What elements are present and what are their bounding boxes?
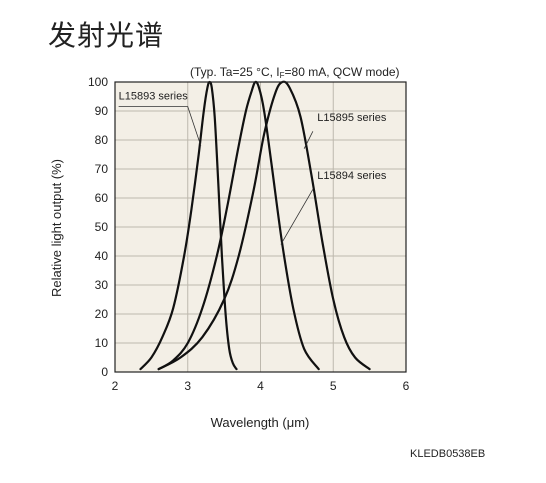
x-tick-label: 4	[257, 379, 264, 393]
x-tick-label: 5	[330, 379, 337, 393]
subtitle-part-2: =80 mA, QCW mode)	[285, 65, 400, 79]
y-tick-label: 40	[95, 249, 109, 263]
l15895-annotation: L15895 series	[317, 112, 387, 124]
y-tick-label: 90	[95, 104, 109, 118]
subtitle-part-1: (Typ. Ta=25 °C, I	[190, 65, 280, 79]
y-tick-label: 0	[101, 365, 108, 379]
y-tick-label: 30	[95, 278, 109, 292]
y-tick-labels: 0 10 20 30 40 50 60 70 80 90 100	[88, 75, 108, 379]
y-tick-label: 20	[95, 307, 109, 321]
chart-subtitle: (Typ. Ta=25 °C, IF=80 mA, QCW mode)	[190, 65, 400, 80]
annotations: L15893 series L15895 series L15894 series	[118, 90, 387, 245]
document-code: KLEDB0538EB	[410, 448, 486, 460]
y-tick-label: 100	[88, 75, 108, 89]
grid	[115, 82, 406, 372]
x-tick-label: 6	[403, 379, 410, 393]
l15894-annotation: L15894 series	[317, 170, 387, 182]
y-tick-label: 50	[95, 220, 109, 234]
x-axis-label: Wavelength (μm)	[211, 415, 310, 430]
y-axis-label: Relative light output (%)	[49, 159, 64, 297]
l15894-annotation-leader	[280, 189, 314, 245]
subtitle-sub: F	[280, 71, 285, 80]
l15893-annotation-leader	[118, 106, 202, 146]
x-tick-label: 3	[184, 379, 191, 393]
y-tick-label: 70	[95, 162, 109, 176]
l15893-annotation: L15893 series	[119, 90, 189, 102]
x-tick-labels: 2 3 4 5 6	[112, 379, 410, 393]
y-tick-label: 80	[95, 133, 109, 147]
l15894-curve	[157, 80, 320, 371]
y-tick-label: 10	[95, 336, 109, 350]
x-tick-label: 2	[112, 379, 119, 393]
plot-frame	[114, 81, 407, 373]
l15895-annotation-leader	[303, 131, 314, 149]
y-tick-label: 60	[95, 191, 109, 205]
page-title: 发射光谱	[48, 19, 165, 52]
